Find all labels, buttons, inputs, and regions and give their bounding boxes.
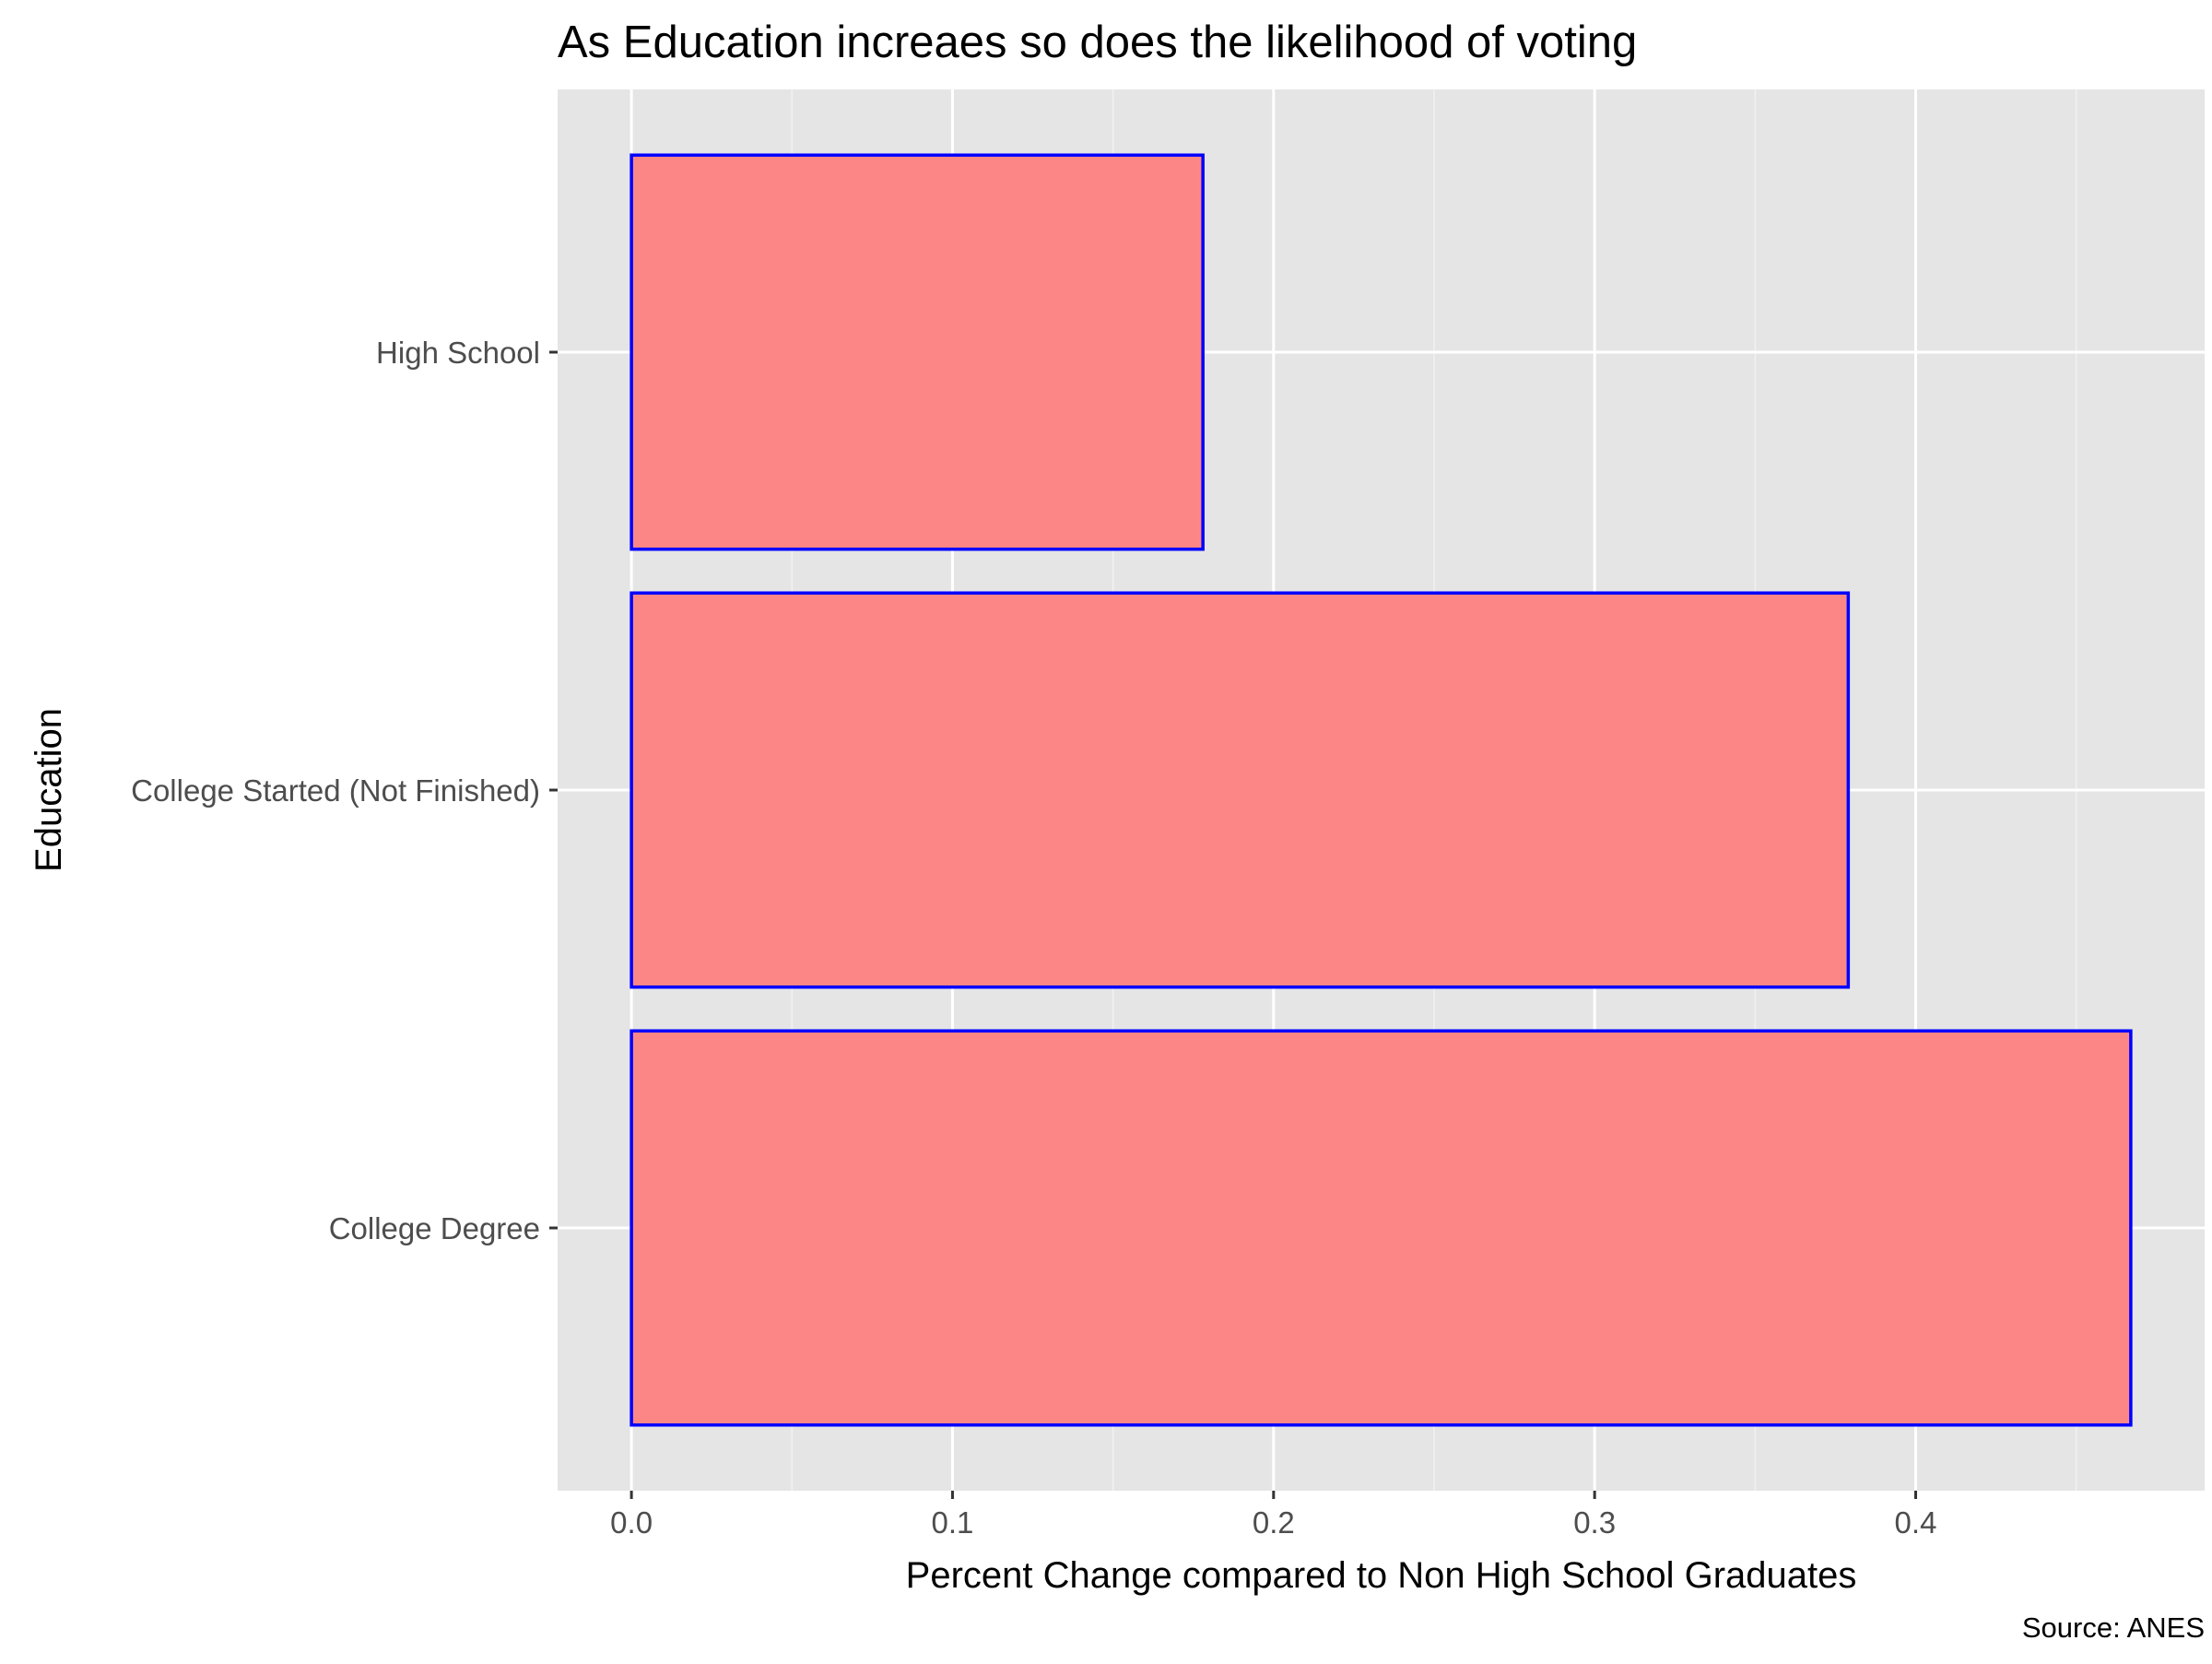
x-axis-ticks: 0.0 0.1 0.2 0.3 0.4	[610, 1491, 1936, 1540]
x-tick-label: 0.3	[1573, 1505, 1616, 1540]
chart-title: As Education increaes so does the likeli…	[558, 18, 1637, 67]
y-tick-label: College Degree	[329, 1211, 540, 1245]
x-tick-label: 0.2	[1253, 1505, 1295, 1540]
source-caption: Source: ANES	[2022, 1611, 2205, 1644]
x-axis-title: Percent Change compared to Non High Scho…	[906, 1555, 1857, 1596]
y-tick-label: High School	[376, 336, 540, 370]
bar	[629, 153, 1205, 551]
y-axis-title: Education	[29, 708, 69, 872]
bars	[629, 153, 2133, 1427]
y-tick-label: College Started (Not Finished)	[131, 773, 540, 808]
bar	[629, 1029, 2133, 1427]
bar	[629, 591, 1851, 989]
x-tick-label: 0.1	[932, 1505, 974, 1540]
x-tick-label: 0.4	[1895, 1505, 1937, 1540]
x-tick-label: 0.0	[610, 1505, 653, 1540]
y-axis-ticks: High School College Started (Not Finished…	[131, 336, 558, 1245]
